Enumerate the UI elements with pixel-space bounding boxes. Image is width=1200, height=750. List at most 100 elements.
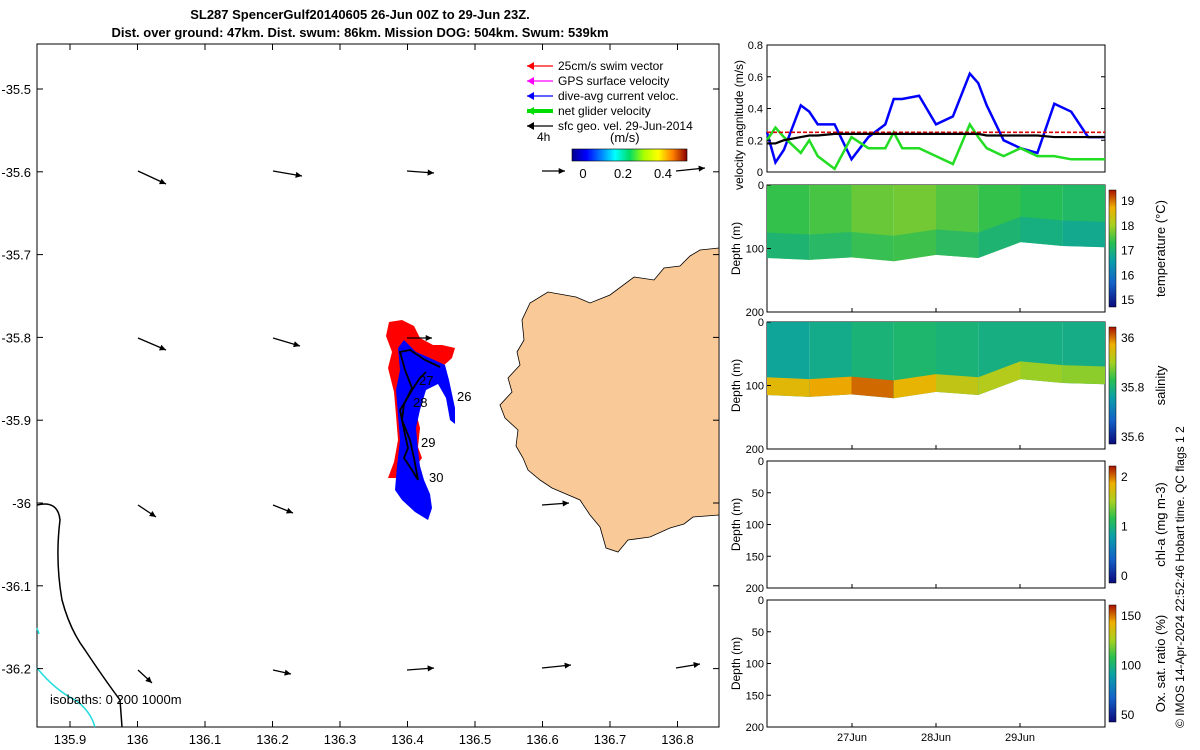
- velocity-y-tick-label: 0.6: [748, 72, 763, 84]
- section-deep-layer: [936, 229, 979, 259]
- section-bottom-layer: [1062, 365, 1105, 385]
- depth-tick-label: 200: [746, 722, 764, 734]
- geo-arrow-head: [427, 665, 434, 672]
- time-tick-label: 27Jun: [837, 732, 867, 744]
- depth-ylabel: Depth (m): [729, 498, 743, 551]
- day-label: 27: [419, 373, 433, 388]
- geo-arrow-head: [698, 165, 705, 172]
- map-x-tick-label: 135.9: [54, 732, 87, 747]
- depth-ylabel: Depth (m): [729, 359, 743, 412]
- section-deep-layer: [767, 232, 810, 260]
- velocity-series-line: [767, 132, 1105, 145]
- map-colorbar-tick-label: 0.4: [654, 166, 672, 181]
- legend-arrowhead: [527, 107, 534, 115]
- map-colorbar-tick-label: 0.2: [614, 166, 632, 181]
- section-deep-layer: [1020, 216, 1063, 246]
- footer-text: © IMOS 14-Apr-2024 22:52:46 Hobart time.…: [1173, 426, 1187, 728]
- geo-arrow-head: [149, 510, 156, 517]
- geo-arrow-head: [295, 171, 302, 178]
- depth-tick-label: 200: [746, 444, 764, 456]
- map-colorbar-ticks: 0 0.2 0.4: [579, 166, 672, 181]
- depth-tick-label: 150: [746, 690, 764, 702]
- map-x-tick-label: 136.5: [459, 732, 492, 747]
- map-x-tick-label: 136.1: [189, 732, 222, 747]
- geo-arrow-head: [159, 344, 166, 351]
- day-label: 26: [457, 389, 471, 404]
- velocity-series-line: [765, 121, 1105, 171]
- section-panel: 0 50 100 150 200 Depth (m) 0 1 2 chl-a (mg m-3): [729, 456, 1168, 595]
- geo-arrow-head: [562, 500, 569, 507]
- colorbar-tick-label: 35.8: [1121, 381, 1145, 395]
- map-y-tick-label: -36.1: [1, 579, 31, 594]
- geo-arrow-head: [159, 178, 166, 185]
- velocity-ylabel: velocity magnitude (m/s): [732, 60, 746, 190]
- map-y-tick-label: -35.5: [1, 82, 31, 97]
- day-label: 29: [421, 435, 435, 450]
- map-y-tick-label: -36.2: [1, 662, 31, 677]
- velocity-y-tick-label: 0.8: [748, 40, 763, 52]
- section-colorbar: [1108, 189, 1117, 308]
- section-bottom-layer: [936, 374, 979, 396]
- map-y-tick-label: -35.7: [1, 248, 31, 263]
- depth-tick-label: 100: [746, 244, 764, 256]
- geo-arrow-head: [425, 334, 432, 342]
- map-axes: 135.9 136 136.1 136.2 136.3 136.4 136.5 136.6 13…: [1, 44, 719, 747]
- section-colorbar: [1108, 465, 1117, 584]
- map-colorbar-scale-label: 4h: [537, 130, 550, 144]
- time-tick-label: 29Jun: [1005, 732, 1035, 744]
- geo-arrow-head: [558, 167, 565, 175]
- depth-tick-label: 0: [758, 595, 764, 607]
- colorbar-tick-label: 150: [1121, 609, 1141, 623]
- legend-arrowhead: [527, 62, 534, 70]
- section-deep-layer: [851, 231, 894, 262]
- section-bottom-layer: [1020, 361, 1063, 383]
- geo-arrow-head: [293, 341, 300, 348]
- depth-tick-label: 150: [746, 551, 764, 563]
- legend-label: 25cm/s swim vector: [558, 59, 663, 73]
- section-deep-layer: [893, 229, 936, 262]
- time-tick-label: 28Jun: [921, 732, 951, 744]
- section-deep-layer: [978, 216, 1021, 259]
- depth-ylabel: Depth (m): [729, 637, 743, 690]
- velocity-frame: [766, 44, 1106, 173]
- isobaths-label: isobaths: 0 200 1000m: [50, 692, 182, 707]
- section-bottom-layer: [809, 376, 852, 397]
- map-x-tick-label: 136.4: [391, 732, 424, 747]
- depth-tick-label: 100: [746, 381, 764, 393]
- colorbar-tick-label: 19: [1121, 194, 1135, 208]
- section-panel: 0 100 200 Depth (m) 15 16 17 18 19 temperature (°…: [729, 180, 1168, 319]
- depth-tick-label: 0: [758, 317, 764, 329]
- isobath-cyan-tick: [36, 627, 40, 635]
- map-x-tick-label: 136.7: [594, 732, 627, 747]
- velocity-y-tick-label: 0.2: [748, 135, 763, 147]
- depth-tick-label: 50: [752, 627, 764, 639]
- colorbar-tick-label: 0: [1121, 569, 1128, 583]
- velocity-y-tick-label: 0.4: [748, 104, 763, 116]
- map-y-tick-label: -35.9: [1, 413, 31, 428]
- geo-arrow-head: [145, 676, 152, 683]
- velocity-y-tick-label: 0: [757, 167, 763, 179]
- coastline-west: [36, 503, 123, 728]
- map-x-tick-label: 136.2: [256, 732, 289, 747]
- legend-label: GPS surface velocity: [558, 74, 669, 88]
- day-label: 30: [429, 470, 443, 485]
- section-bottom-layer: [893, 374, 936, 399]
- colorbar-label: salinity: [1153, 365, 1168, 405]
- map-x-tick-label: 136: [127, 732, 149, 747]
- legend-label: sfc geo. vel. 29-Jun-2014: [558, 119, 693, 133]
- section-frame: [766, 460, 1106, 589]
- legend-arrowhead: [527, 77, 534, 85]
- isobath-cyan: [36, 667, 96, 728]
- geo-arrow-head: [693, 662, 700, 669]
- velocity-panel: 0 0.2 0.4 0.6 0.8 velocity magnitude (m/s): [732, 40, 1106, 190]
- colorbar-tick-label: 100: [1121, 659, 1141, 673]
- depth-tick-label: 100: [746, 659, 764, 671]
- geo-arrow-head: [427, 169, 434, 176]
- legend-arrowhead: [527, 92, 534, 100]
- day-label: 28: [413, 395, 427, 410]
- velocity-series-line: [765, 71, 1105, 166]
- map-y-tick-label: -36: [12, 496, 31, 511]
- colorbar-tick-label: 18: [1121, 219, 1135, 233]
- section-bottom-layer: [851, 376, 894, 399]
